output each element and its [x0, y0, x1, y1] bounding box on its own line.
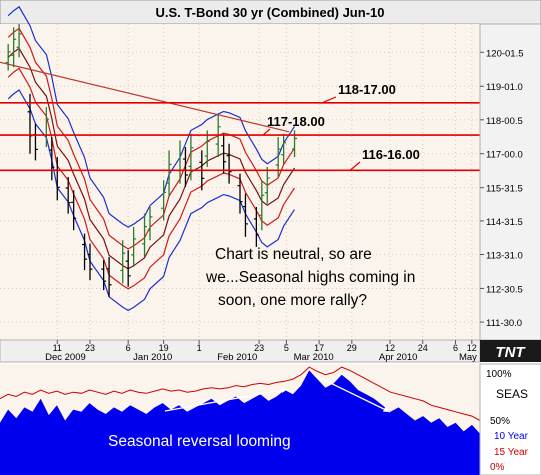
annotation-line-3: soon, one more rally? — [218, 292, 367, 309]
price-bar — [125, 250, 131, 287]
date-day-label: 12 — [385, 343, 395, 353]
date-day-label: 12 — [467, 343, 477, 353]
price-tick-label: 115-31.5 — [486, 184, 523, 195]
seasonal-arrow-up — [164, 388, 289, 412]
date-day-label: 17 — [314, 343, 324, 353]
seasonal-arrow-down — [315, 375, 391, 413]
price-bar — [253, 206, 259, 247]
price-bar — [264, 167, 270, 204]
date-month-label: Mar 2010 — [294, 352, 334, 363]
moving-average — [7, 47, 296, 270]
legend-10-year: 10 Year — [494, 431, 529, 442]
outer-band-upper — [7, 5, 296, 228]
price-axis — [479, 23, 541, 341]
date-day-label: 6 — [126, 343, 131, 353]
price-tick-label: 118-00.5 — [486, 116, 523, 127]
price-bar — [71, 190, 77, 231]
seasonal-tick-50: 50% — [490, 416, 510, 427]
resistance-trendline — [0, 61, 290, 133]
tnt-logo: TNT — [495, 344, 526, 361]
main-grid — [0, 24, 480, 340]
level-label-leader — [321, 96, 337, 104]
price-bar — [131, 226, 137, 267]
date-month-label: May 20 — [459, 352, 490, 363]
price-bar — [188, 133, 194, 181]
seasonal-series — [0, 366, 481, 475]
date-month-label: Dec 2009 — [45, 352, 86, 363]
date-day-label: 6 — [453, 343, 458, 353]
price-bar — [182, 147, 188, 187]
date-day-label: 23 — [254, 343, 264, 353]
legend-15-year: 15 Year — [494, 447, 529, 458]
price-bar — [221, 133, 227, 174]
seasonal-arrow-down-head — [383, 406, 390, 412]
level-label: 117-18.00 — [267, 114, 325, 129]
seasonal-15-year-line — [0, 366, 481, 421]
price-bar — [237, 173, 243, 214]
price-bar — [226, 143, 232, 184]
price-bar — [87, 243, 93, 281]
price-bar — [120, 240, 126, 284]
price-bar — [82, 233, 88, 271]
price-bar — [147, 206, 153, 241]
price-bar — [142, 213, 148, 257]
price-tick-label: 111-30.0 — [486, 318, 522, 329]
annotation-line-2: we...Seasonal highs coming in — [205, 269, 415, 286]
price-bar — [101, 260, 107, 291]
price-bars — [5, 24, 298, 297]
price-tick-label: 114-31.5 — [486, 217, 523, 228]
seasonal-tick-0: 0% — [490, 462, 505, 473]
date-day-label: 1 — [197, 343, 202, 353]
price-bar — [204, 130, 210, 168]
seasonal-annotation: Seasonal reversal looming — [108, 433, 291, 450]
annotation-line-1: Chart is neutral, so are — [215, 246, 372, 263]
seasonal-label: SEAS — [496, 387, 528, 401]
price-bar — [242, 193, 248, 237]
seasonal-tick-100: 100% — [486, 369, 512, 380]
seasonal-arrow-up-head — [281, 387, 288, 393]
price-bar — [16, 24, 22, 58]
chart-title: U.S. T-Bond 30 yr (Combined) Jun-10 — [156, 5, 385, 20]
level-lines: 118-17.00 117-18.00 116-16.00 — [0, 82, 480, 172]
date-day-label: 29 — [347, 343, 357, 353]
price-bar — [5, 43, 11, 71]
date-day-label: 19 — [159, 343, 169, 353]
date-month-label: Feb 2010 — [217, 352, 257, 363]
price-axis-ticks: 120-01.5 119-01.0 118-00.5 117-00.0 115-31.5… — [480, 48, 524, 329]
date-day-label: 11 — [53, 343, 62, 353]
price-bar — [65, 177, 71, 214]
price-bar — [11, 27, 17, 68]
price-tick-label: 112-30.5 — [486, 284, 523, 295]
price-tick-label: 120-01.5 — [486, 48, 524, 59]
seasonal-arrows — [164, 375, 391, 413]
price-bar — [49, 137, 55, 181]
date-axis-ticks: 11 23 6 19 1 23 5 17 29 12 24 6 12 Dec 2009 Jan 2010 Fe… — [45, 340, 490, 363]
price-tick-label: 117-00.0 — [486, 150, 523, 161]
price-tick-label: 113-31.0 — [486, 251, 523, 262]
price-bar — [106, 256, 112, 297]
level-label: 116-16.00 — [362, 147, 420, 162]
tnt-logo-box — [480, 340, 541, 362]
level-label-leader — [262, 128, 271, 136]
price-bar — [259, 180, 265, 231]
price-bar — [281, 133, 287, 164]
price-bar — [161, 180, 167, 221]
date-day-label: 24 — [418, 343, 428, 353]
date-day-label: 23 — [85, 343, 95, 353]
level-label: 118-17.00 — [338, 82, 396, 97]
date-month-label: Apr 2010 — [379, 352, 418, 363]
seasonal-axis — [479, 363, 541, 475]
date-month-label: Jan 2010 — [133, 352, 172, 363]
date-day-label: 5 — [284, 343, 289, 353]
level-label-leader — [349, 161, 361, 171]
main-annotation: Chart is neutral, so are we...Seasonal h… — [205, 246, 415, 309]
price-tick-label: 119-01.0 — [486, 82, 523, 93]
price-bar — [166, 150, 172, 197]
seasonal-10-year-area — [0, 370, 480, 475]
